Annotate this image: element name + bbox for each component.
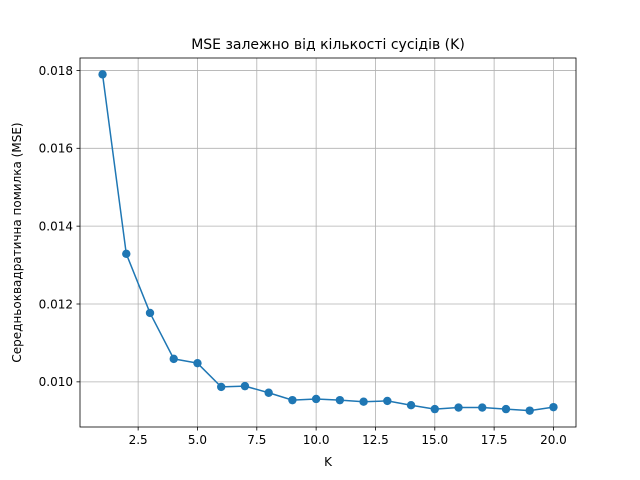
x-tick-label: 20.0 [540, 433, 567, 447]
data-point-k1 [98, 70, 107, 79]
x-tick-label: 17.5 [481, 433, 508, 447]
x-tick-label: 12.5 [362, 433, 389, 447]
data-point-k12 [359, 397, 368, 406]
y-tick-label: 0.018 [39, 64, 73, 78]
y-tick-label: 0.012 [39, 297, 73, 311]
data-point-k13 [383, 396, 392, 406]
y-tick-label: 0.016 [39, 142, 73, 156]
data-point-k19 [525, 406, 534, 415]
data-point-k16 [454, 403, 463, 412]
plot-area-background [80, 58, 576, 427]
data-point-k5 [193, 358, 202, 368]
data-point-k7 [240, 381, 250, 391]
x-tick-label: 5.0 [188, 433, 207, 447]
data-point-k4 [169, 354, 178, 364]
data-point-k2 [122, 249, 131, 258]
x-axis-ticks: 2.5 5.0 7.5 10.0 12.5 15.0 17.5 20.0 [129, 427, 567, 447]
data-point-k8 [264, 388, 273, 397]
x-tick-label: 15.0 [421, 433, 448, 447]
data-point-k11 [335, 395, 345, 405]
series-layer [98, 70, 558, 415]
y-axis-label: Середньоквадратична помилка (MSE) [10, 122, 24, 362]
data-point-k9 [288, 395, 297, 405]
data-point-k15 [430, 404, 439, 414]
x-axis-label: K [324, 455, 333, 469]
y-tick-label: 0.014 [39, 219, 73, 233]
data-point-k10 [311, 394, 321, 404]
data-point-k6 [217, 382, 226, 392]
plot-area-frame [79, 57, 577, 428]
data-point-k17 [478, 403, 487, 412]
x-tick-label: 10.0 [303, 433, 330, 447]
data-point-k18 [501, 404, 511, 414]
y-tick-label: 0.010 [39, 375, 73, 389]
data-point-k14 [406, 401, 416, 410]
data-point-k20 [549, 402, 558, 412]
chart-title: MSE залежно від кількості сусідів (K) [191, 37, 465, 53]
data-point-k3 [145, 308, 155, 318]
grid-lines [80, 58, 576, 427]
x-tick-label: 2.5 [129, 433, 148, 447]
y-axis-ticks: 0.010 0.012 0.014 0.016 0.018 [39, 64, 80, 389]
x-tick-label: 7.5 [247, 433, 266, 447]
